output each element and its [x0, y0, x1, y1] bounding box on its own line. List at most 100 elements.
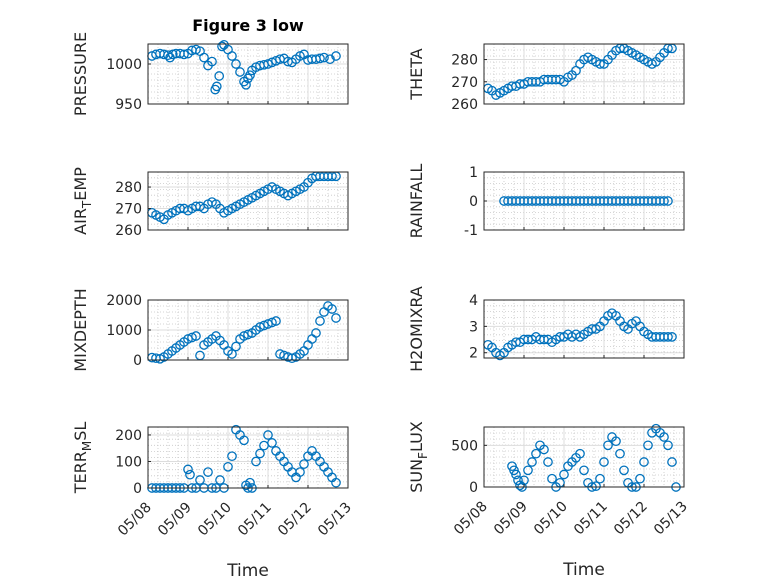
data-point	[299, 459, 309, 469]
data-point	[199, 52, 209, 63]
data-point	[659, 432, 669, 442]
data-point	[663, 196, 673, 206]
data-point	[595, 59, 605, 69]
x-tick-label: 05/13	[651, 499, 691, 539]
data-point	[643, 440, 653, 451]
data-point	[217, 41, 227, 52]
data-point	[211, 81, 222, 92]
data-point	[667, 332, 677, 342]
data-series	[483, 43, 677, 100]
data-point	[327, 304, 337, 314]
data-series	[147, 39, 341, 95]
data-point	[523, 465, 533, 476]
y-tick-label: 200	[115, 428, 142, 444]
axes-frame	[147, 426, 349, 489]
subplot-4: -1 0 1 RAINFALL	[407, 164, 685, 239]
y-axis-label: RAINFALL	[407, 164, 426, 239]
data-point	[331, 477, 341, 488]
data-point	[319, 52, 329, 63]
data-point	[203, 467, 213, 477]
subplot-1: 950 1000 PRESSURE Figure 3 low	[71, 16, 349, 116]
data-point	[215, 475, 225, 485]
data-point	[559, 469, 569, 480]
data-point	[179, 49, 189, 60]
data-point	[527, 457, 537, 467]
data-point	[639, 457, 649, 467]
data-point	[635, 473, 645, 484]
y-tick-label: 0	[133, 353, 142, 369]
data-point	[227, 51, 237, 61]
x-tick-label: 05/11	[571, 499, 611, 539]
data-point	[325, 54, 335, 65]
data-point	[207, 56, 217, 67]
axes-frame	[483, 43, 685, 105]
data-point	[663, 332, 673, 342]
data-point	[185, 469, 195, 480]
x-tick-label: 05/12	[275, 500, 315, 540]
data-point	[223, 461, 233, 472]
y-tick-label: 0	[469, 194, 478, 210]
data-point	[245, 70, 255, 81]
x-tick-label: 05/08	[115, 500, 155, 540]
data-point	[619, 465, 629, 476]
y-tick-label: 0	[469, 480, 478, 496]
y-tick-label: 1000	[106, 57, 142, 73]
axes-frame	[483, 426, 685, 488]
y-tick-label: -1	[464, 223, 478, 239]
data-point	[271, 316, 281, 326]
data-point	[591, 481, 601, 492]
data-point	[239, 435, 249, 446]
data-point	[191, 331, 201, 341]
data-point	[595, 473, 605, 484]
data-series	[507, 423, 681, 492]
data-point	[315, 53, 325, 64]
axes-frame	[147, 43, 349, 105]
data-point	[599, 457, 609, 467]
y-axis-label: MIXDEPTH	[71, 288, 90, 371]
subplot-8: 0 500 SUNFLUX 05/08 05/09 05/10 05/11 05/12 05/1…	[407, 421, 691, 580]
x-axis-label: Time	[562, 560, 605, 580]
subplot-3: 260 270 280 AIRTEMP	[71, 167, 349, 239]
data-point	[214, 71, 225, 81]
data-point	[531, 448, 541, 459]
data-point	[331, 51, 341, 61]
y-axis-label: TERRMSL	[71, 422, 94, 495]
data-point	[539, 444, 549, 455]
data-point	[231, 59, 241, 69]
y-tick-label: 500	[451, 438, 478, 454]
y-axis-label: PRESSURE	[71, 32, 90, 116]
data-point	[227, 451, 237, 462]
x-tick-label: 05/13	[315, 500, 355, 540]
data-point	[251, 456, 261, 467]
data-point	[241, 79, 251, 90]
y-tick-label: 260	[115, 223, 142, 239]
data-point	[287, 353, 297, 364]
x-tick-label: 05/12	[611, 499, 651, 539]
y-axis-label: AIRTEMP	[71, 167, 94, 235]
y-tick-label: 950	[115, 97, 142, 113]
data-point	[575, 448, 585, 459]
data-series	[483, 308, 677, 361]
y-axis-label: H2OMIXRA	[407, 286, 426, 372]
data-series	[147, 301, 341, 364]
data-point	[311, 328, 321, 338]
x-tick-label: 05/09	[155, 500, 195, 540]
y-tick-label: 2000	[106, 293, 142, 309]
y-tick-label: 4	[469, 293, 478, 309]
x-tick-label: 05/08	[451, 499, 491, 539]
data-point	[659, 196, 669, 206]
x-axis-label: Time	[226, 561, 269, 581]
x-tick-label: 05/09	[491, 499, 531, 539]
data-point	[667, 457, 677, 467]
y-tick-label: 280	[115, 180, 142, 196]
x-tick-label: 05/11	[235, 500, 275, 540]
y-tick-label: 3	[469, 319, 478, 335]
data-point	[227, 349, 237, 359]
data-point	[235, 67, 245, 77]
data-point	[615, 448, 625, 459]
data-point	[183, 464, 193, 475]
y-tick-label: 280	[451, 53, 478, 69]
data-point	[315, 316, 325, 326]
data-point	[547, 473, 557, 484]
